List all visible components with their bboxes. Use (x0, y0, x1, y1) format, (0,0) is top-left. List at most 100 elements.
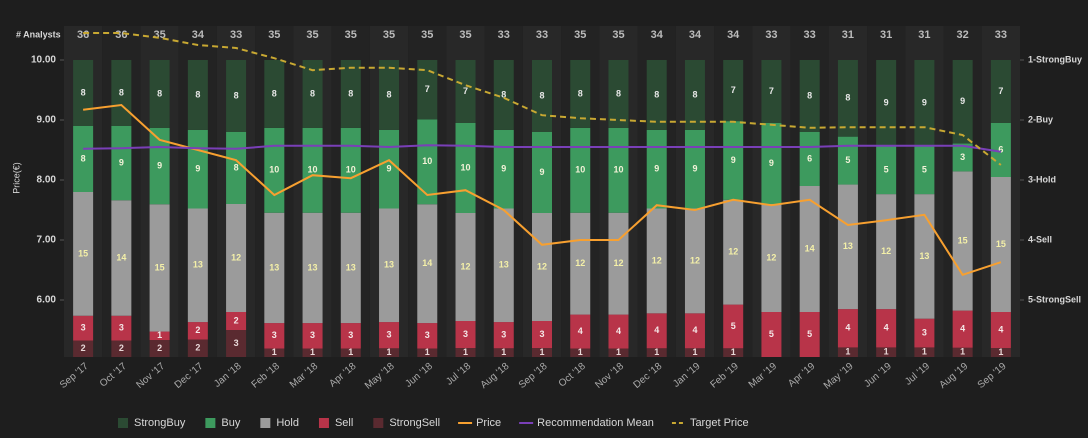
bar-segment (723, 60, 744, 122)
bar-label: 7 (769, 86, 774, 96)
bar-label: 8 (692, 89, 697, 99)
bar-segment (914, 60, 935, 147)
bar-segment (914, 146, 935, 195)
bar-segment (608, 314, 629, 349)
bar-label: 9 (119, 158, 124, 168)
analysts-label: # Analysts (16, 29, 61, 39)
bar-segment (379, 348, 400, 357)
bar-segment (876, 60, 897, 147)
bar-segment (111, 126, 132, 201)
bar-label: 9 (692, 164, 697, 174)
bar-segment (684, 60, 705, 130)
bar-segment (952, 347, 973, 357)
bar-label: 1 (501, 347, 506, 357)
bar-segment (646, 348, 667, 357)
bar-label: 14 (422, 258, 432, 268)
bar-segment (379, 322, 400, 349)
bar-label: 3 (119, 323, 124, 333)
bar-label: 3 (539, 329, 544, 339)
y-tick-label: 9.00 (37, 115, 57, 126)
bar-label: 4 (845, 323, 850, 333)
bar-segment (570, 314, 591, 349)
y-tick-label: 7.00 (37, 235, 57, 246)
analyst-count: 35 (345, 29, 357, 41)
bar-label: 9 (731, 155, 736, 165)
bar-segment (111, 340, 132, 357)
bar-segment (264, 212, 285, 324)
y-tick-label: 10.00 (31, 55, 56, 66)
analyst-count: 35 (268, 29, 280, 41)
bar-segment (149, 331, 170, 341)
bar-label: 1 (310, 347, 315, 357)
legend-label: Sell (335, 417, 353, 429)
bar-segment (723, 121, 744, 200)
bar-label: 5 (884, 165, 889, 175)
bar-segment (608, 212, 629, 315)
bar-label: 12 (231, 252, 241, 262)
bar-segment (226, 132, 247, 204)
analyst-count: 31 (918, 29, 930, 41)
analyst-count: 32 (957, 29, 969, 41)
bar-label: 5 (731, 321, 736, 331)
bar-segment (73, 126, 94, 192)
bar-segment (187, 60, 208, 130)
bar-segment (761, 123, 782, 204)
bar-segment (837, 184, 858, 310)
bar-label: 1 (616, 347, 621, 357)
bar-segment (952, 143, 973, 172)
bar-segment (417, 323, 438, 349)
bar-label: 13 (384, 260, 394, 270)
bar-label: 1 (425, 347, 430, 357)
bar-segment (570, 60, 591, 128)
bar-segment (799, 186, 820, 312)
bar-segment (570, 212, 591, 315)
bar-segment (455, 321, 476, 348)
bar-label: 9 (195, 164, 200, 174)
bar-label: 8 (501, 89, 506, 99)
bar-label: 2 (119, 343, 124, 353)
bar-label: 3 (272, 330, 277, 340)
bar-label: 7 (998, 86, 1003, 96)
legend-label: StrongSell (389, 417, 440, 429)
y2-tick-label: 3-Hold (1028, 174, 1056, 184)
bar-segment (914, 194, 935, 319)
bar-segment (340, 127, 361, 213)
bar-label: 1 (922, 347, 927, 357)
bar-segment (302, 323, 323, 349)
bar-segment (799, 312, 820, 357)
bar-segment (952, 310, 973, 348)
bar-label: 3 (387, 330, 392, 340)
bar-label: 3 (234, 338, 239, 348)
legend-label: Recommendation Mean (537, 417, 654, 429)
bar-label: 8 (539, 90, 544, 100)
bar-segment (149, 60, 170, 128)
bar-segment (111, 200, 132, 316)
bar-label: 8 (81, 153, 86, 163)
bar-label: 13 (919, 251, 929, 261)
bar-label: 9 (387, 164, 392, 174)
bar-label: 5 (807, 329, 812, 339)
bar-label: 8 (157, 88, 162, 98)
bar-label: 7 (463, 86, 468, 96)
bar-segment (876, 347, 897, 357)
bar-label: 4 (654, 325, 659, 335)
analyst-count: 34 (192, 29, 205, 41)
bar-label: 1 (463, 347, 468, 357)
bar-label: 1 (157, 330, 162, 340)
bar-segment (302, 348, 323, 357)
bar-segment (379, 208, 400, 323)
legend-label: Hold (276, 417, 299, 429)
bar-segment (73, 315, 94, 341)
bar-segment (417, 119, 438, 205)
analyst-count: 31 (842, 29, 854, 41)
y2-tick-label: 1-StrongBuy (1028, 54, 1082, 64)
bar-segment (837, 136, 858, 185)
bar-label: 3 (463, 329, 468, 339)
bar-segment (340, 60, 361, 128)
bar-segment (952, 60, 973, 144)
bar-label: 10 (346, 165, 356, 175)
y2-tick-label: 5-StrongSell (1028, 294, 1081, 304)
bar-segment (876, 194, 897, 310)
bar-segment (340, 323, 361, 349)
